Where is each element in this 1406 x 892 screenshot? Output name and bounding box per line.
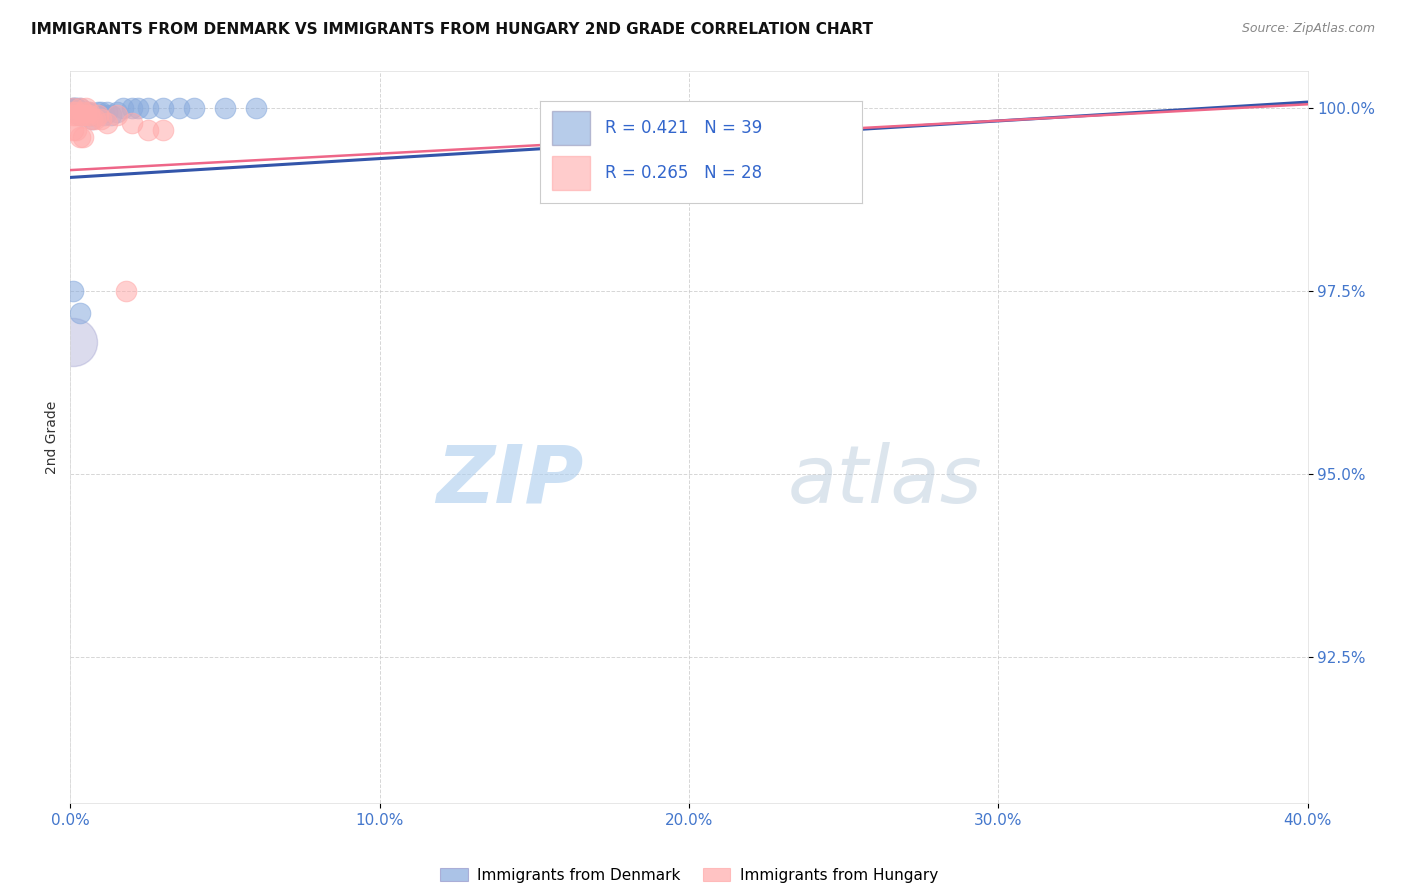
Point <box>69 306 91 320</box>
Point <box>62 104 84 119</box>
Point <box>62 108 84 122</box>
Point <box>678 108 700 122</box>
Point <box>80 112 103 126</box>
Point <box>183 101 205 115</box>
Point <box>75 108 97 122</box>
Point <box>65 101 87 115</box>
Point <box>65 104 87 119</box>
Legend: Immigrants from Denmark, Immigrants from Hungary: Immigrants from Denmark, Immigrants from… <box>434 862 943 889</box>
Text: IMMIGRANTS FROM DENMARK VS IMMIGRANTS FROM HUNGARY 2ND GRADE CORRELATION CHART: IMMIGRANTS FROM DENMARK VS IMMIGRANTS FR… <box>31 22 873 37</box>
Point <box>127 101 149 115</box>
Point <box>75 101 97 115</box>
Point <box>84 108 107 122</box>
Point <box>69 101 91 115</box>
Point <box>84 112 107 126</box>
Text: ZIP: ZIP <box>436 442 583 520</box>
Point <box>77 108 100 122</box>
Text: atlas: atlas <box>787 442 983 520</box>
Point <box>69 101 91 115</box>
Point <box>87 108 110 122</box>
Point <box>69 108 91 122</box>
Point <box>69 108 91 122</box>
Point <box>105 104 128 119</box>
Point <box>65 108 87 122</box>
Point <box>152 123 174 137</box>
Point <box>65 123 87 137</box>
Point <box>75 104 97 119</box>
Point <box>245 101 267 115</box>
Point <box>136 123 159 137</box>
Point <box>69 108 91 122</box>
Point <box>72 104 94 119</box>
Point <box>105 108 128 122</box>
Point <box>214 101 236 115</box>
Point <box>90 112 112 126</box>
Point <box>62 334 84 349</box>
Point <box>65 104 87 119</box>
Point <box>100 108 122 122</box>
Point <box>75 104 97 119</box>
Point <box>62 101 84 115</box>
Point <box>115 284 138 298</box>
Point <box>87 104 110 119</box>
Point <box>69 130 91 145</box>
Point <box>75 108 97 122</box>
Point <box>96 104 118 119</box>
Point <box>121 101 143 115</box>
Y-axis label: 2nd Grade: 2nd Grade <box>45 401 59 474</box>
Point <box>72 108 94 122</box>
Point <box>77 108 100 122</box>
Point <box>167 101 190 115</box>
Point <box>62 101 84 115</box>
Point <box>77 104 100 119</box>
Point <box>65 104 87 119</box>
Text: Source: ZipAtlas.com: Source: ZipAtlas.com <box>1241 22 1375 36</box>
Point <box>69 104 91 119</box>
Point <box>152 101 174 115</box>
Point <box>111 101 134 115</box>
Point <box>62 104 84 119</box>
Point <box>62 101 84 115</box>
Point <box>80 112 103 126</box>
Point <box>90 104 112 119</box>
Point <box>77 104 100 119</box>
Point <box>72 108 94 122</box>
Point <box>62 123 84 137</box>
Point <box>80 108 103 122</box>
Point <box>62 284 84 298</box>
Point <box>121 115 143 129</box>
Point <box>96 115 118 129</box>
Point <box>93 108 115 122</box>
Point <box>72 104 94 119</box>
Point <box>72 108 94 122</box>
Point <box>72 130 94 145</box>
Point <box>136 101 159 115</box>
Point <box>65 101 87 115</box>
